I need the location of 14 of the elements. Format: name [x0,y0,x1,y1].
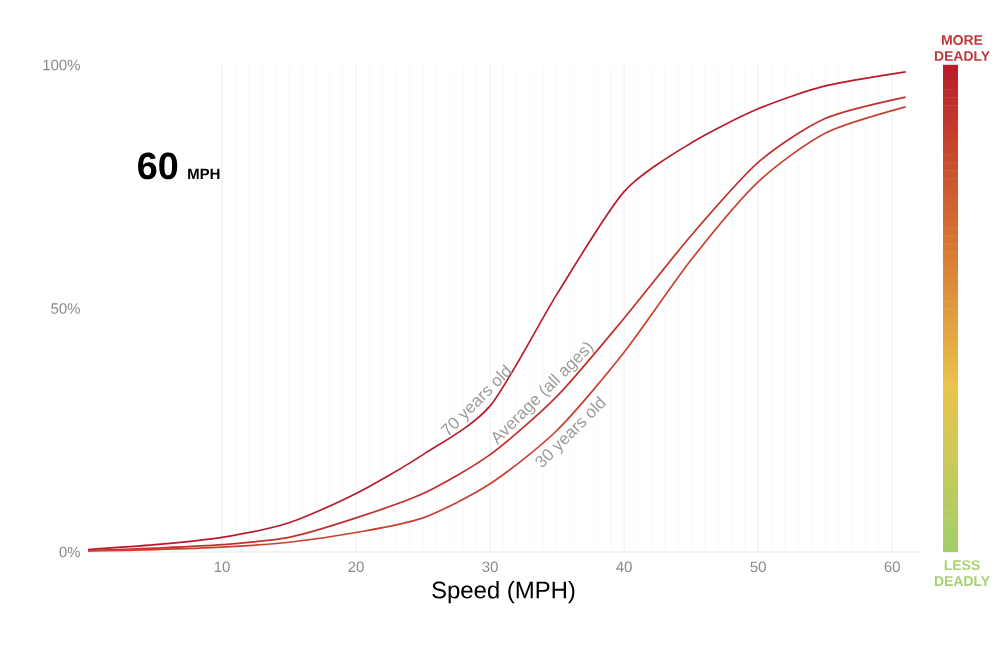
x-tick-label: 40 [616,561,632,573]
annotation: MPH [188,168,220,179]
annotation: 60 [138,152,178,180]
y-tick-label: 0% [59,546,80,558]
y-tick-label: 50% [51,303,80,314]
x-axis-title: Speed (MPH) [432,580,575,604]
x-tick-label: 20 [348,561,364,573]
x-tick-label: 30 [482,561,498,573]
x-tick-label: 50 [750,561,766,573]
text: MORE DEADLY [934,35,990,61]
y-tick-label: 100% [43,59,80,71]
x-tick-label: 60 [884,561,900,573]
x-tick-label: 10 [214,561,230,573]
text: LESS DEADLY [934,560,990,586]
